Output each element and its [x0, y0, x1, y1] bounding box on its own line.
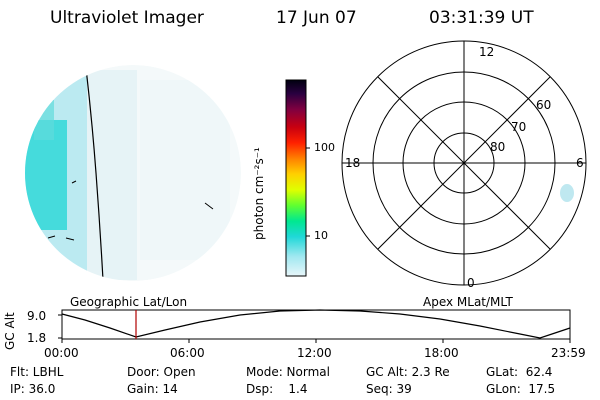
altitude-timeline	[58, 309, 571, 343]
x-tick-1800: 18:00	[424, 346, 459, 360]
seq-readout: Seq: 39	[366, 382, 412, 396]
terminator-line	[85, 67, 104, 281]
mlt-label-0: 0	[467, 276, 475, 290]
dsp-readout: Dsp: 1.4	[246, 382, 308, 396]
x-tick-2359: 23:59	[551, 346, 586, 360]
lat-label-60: 60	[536, 98, 552, 112]
altitude-curve	[61, 309, 571, 339]
colorbar-tick-100: 100	[314, 141, 335, 154]
y-tick-9: 9.0	[27, 309, 47, 323]
x-tick-0000: 00:00	[44, 346, 79, 360]
glon-readout: GLon: 17.5	[486, 382, 556, 396]
filter-readout: Flt: LBHL	[10, 365, 64, 379]
time-readout: 03:31:39 UT	[429, 8, 534, 28]
x-tick-0600: 06:00	[170, 346, 205, 360]
y-tick-1-8: 1.8	[27, 331, 47, 345]
uv-globe-image	[25, 65, 241, 281]
mlt-label-12: 12	[479, 45, 495, 59]
geo-latlon-label: Geographic Lat/Lon	[70, 295, 188, 309]
lat-label-70: 70	[511, 120, 527, 134]
x-tick-1200: 12:00	[297, 346, 332, 360]
apex-mlat-label: Apex MLat/MLT	[423, 295, 513, 309]
gain-readout: Gain: 14	[127, 382, 178, 396]
mlt-label-18: 18	[345, 156, 361, 170]
mlt-label-6: 6	[576, 156, 584, 170]
lat-label-80: 80	[490, 140, 506, 154]
auroral-spot	[560, 184, 574, 202]
polar-mlt-plot	[341, 40, 587, 286]
gc-alt-readout: GC Alt: 2.3 Re	[366, 365, 450, 379]
glat-readout: GLat: 62.4	[486, 365, 553, 379]
colorbar	[285, 79, 307, 277]
door-readout: Door: Open	[127, 365, 196, 379]
colorbar-unit-label: photon cm⁻²s⁻¹	[252, 147, 266, 240]
mode-readout: Mode: Normal	[246, 365, 330, 379]
colorbar-tick-10: 10	[314, 229, 328, 242]
ip-readout: IP: 36.0	[10, 382, 56, 396]
app-title: Ultraviolet Imager	[50, 8, 204, 28]
date-readout: 17 Jun 07	[276, 8, 357, 28]
gc-alt-axis-title: GC Alt	[3, 312, 17, 350]
